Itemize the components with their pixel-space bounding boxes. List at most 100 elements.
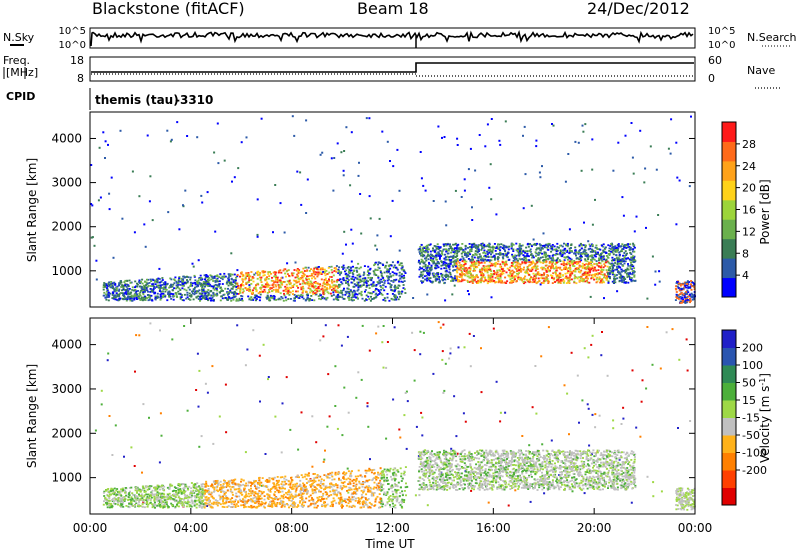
scatter-cell bbox=[336, 290, 339, 293]
scatter-cell bbox=[244, 451, 247, 454]
scatter-cell bbox=[420, 271, 423, 274]
scatter-cell bbox=[611, 248, 613, 251]
scatter-cell bbox=[373, 264, 376, 267]
scatter-cell bbox=[379, 270, 382, 272]
scatter-cell bbox=[279, 476, 282, 479]
scatter-cell bbox=[137, 290, 140, 292]
scatter-cell bbox=[599, 266, 602, 269]
scatter-cell bbox=[469, 246, 471, 248]
scatter-cell bbox=[232, 291, 235, 294]
scatter-cell bbox=[311, 299, 314, 301]
scatter-cell bbox=[226, 291, 229, 293]
scatter-cell bbox=[350, 131, 353, 134]
scatter-cell bbox=[254, 288, 257, 291]
scatter-cell bbox=[135, 334, 138, 337]
scatter-cell bbox=[618, 245, 620, 247]
scatter-cell bbox=[320, 298, 322, 301]
scatter-cell bbox=[114, 296, 117, 299]
scatter-cell bbox=[216, 284, 219, 287]
scatter-cell bbox=[203, 274, 206, 277]
scatter-cell bbox=[223, 297, 226, 300]
scatter-cell bbox=[196, 290, 199, 292]
scatter-cell bbox=[212, 442, 215, 445]
scatter-cell bbox=[497, 273, 500, 276]
scatter-cell bbox=[511, 243, 514, 245]
scatter-cell bbox=[186, 135, 189, 137]
scatter-cell bbox=[264, 286, 267, 288]
scatter-cell bbox=[431, 254, 433, 256]
scatter-cell bbox=[471, 276, 474, 279]
scatter-cell bbox=[358, 267, 361, 270]
scatter-cell bbox=[214, 281, 217, 283]
scatter-cell bbox=[422, 270, 425, 273]
scatter-cell bbox=[158, 461, 161, 464]
scatter-cell bbox=[428, 261, 430, 264]
scatter-cell bbox=[280, 296, 283, 298]
scatter-cell bbox=[258, 276, 261, 279]
scatter-cell bbox=[364, 289, 367, 291]
scatter-cell bbox=[325, 283, 328, 286]
scatter-cell bbox=[555, 267, 558, 270]
scatter-cell bbox=[675, 291, 678, 293]
scatter-cell bbox=[336, 493, 339, 496]
scatter-cell bbox=[296, 269, 299, 272]
scatter-cell bbox=[184, 189, 187, 192]
scatter-cell bbox=[326, 283, 329, 285]
scatter-cell bbox=[337, 296, 340, 299]
scatter-cell bbox=[629, 259, 632, 262]
scatter-cell bbox=[535, 262, 538, 265]
scatter-cell bbox=[310, 290, 313, 292]
scatter-cell bbox=[337, 272, 340, 274]
scatter-cell bbox=[575, 267, 578, 269]
scatter-cell bbox=[302, 287, 305, 290]
scatter-cell bbox=[629, 266, 632, 268]
scatter-cell bbox=[538, 258, 541, 261]
scatter-cell bbox=[633, 250, 636, 253]
scatter-cell bbox=[491, 251, 494, 254]
scatter-cell bbox=[644, 167, 647, 170]
scatter-cell bbox=[485, 259, 488, 262]
scatter-cell bbox=[149, 291, 152, 293]
scatter-cell bbox=[162, 292, 165, 295]
scatter-cell bbox=[320, 278, 323, 281]
scatter-cell bbox=[136, 298, 138, 300]
scatter-cell bbox=[129, 292, 132, 294]
scatter-cell bbox=[438, 280, 441, 283]
scatter-cell bbox=[421, 434, 424, 437]
scatter-cell bbox=[305, 290, 308, 293]
scatter-cell bbox=[686, 299, 689, 301]
scatter-cell bbox=[467, 251, 470, 254]
scatter-cell bbox=[143, 298, 146, 301]
scatter-cell bbox=[323, 268, 326, 271]
scatter-cell bbox=[345, 282, 347, 284]
scatter-cell bbox=[321, 287, 324, 290]
scatter-cell bbox=[566, 251, 569, 253]
scatter-cell bbox=[296, 290, 299, 293]
scatter-cell bbox=[382, 366, 385, 369]
scatter-cell bbox=[127, 285, 130, 288]
scatter-cell bbox=[479, 255, 482, 258]
scatter-cell bbox=[590, 274, 593, 277]
scatter-cell bbox=[256, 235, 259, 238]
scatter-cell bbox=[179, 296, 182, 299]
scatter-cell bbox=[603, 276, 605, 279]
scatter-cell bbox=[596, 248, 599, 250]
scatter-cell bbox=[616, 268, 618, 271]
scatter-cell bbox=[464, 420, 467, 423]
scatter-cell bbox=[575, 254, 577, 257]
scatter-cell bbox=[355, 269, 358, 272]
scatter-cell bbox=[432, 200, 435, 202]
scatter-cell bbox=[629, 272, 632, 275]
scatter-cell bbox=[128, 288, 131, 290]
scatter-cell bbox=[377, 263, 379, 266]
scatter-cell bbox=[242, 290, 245, 293]
scatter-cell bbox=[539, 176, 542, 179]
scatter-cell bbox=[439, 246, 442, 248]
scatter-cell bbox=[295, 294, 298, 297]
power-scatter-cells bbox=[90, 115, 696, 304]
scatter-cell bbox=[448, 256, 450, 258]
scatter-cell bbox=[645, 387, 648, 390]
scatter-cell bbox=[307, 281, 310, 284]
scatter-cell bbox=[613, 277, 615, 280]
scatter-cell bbox=[511, 269, 514, 272]
